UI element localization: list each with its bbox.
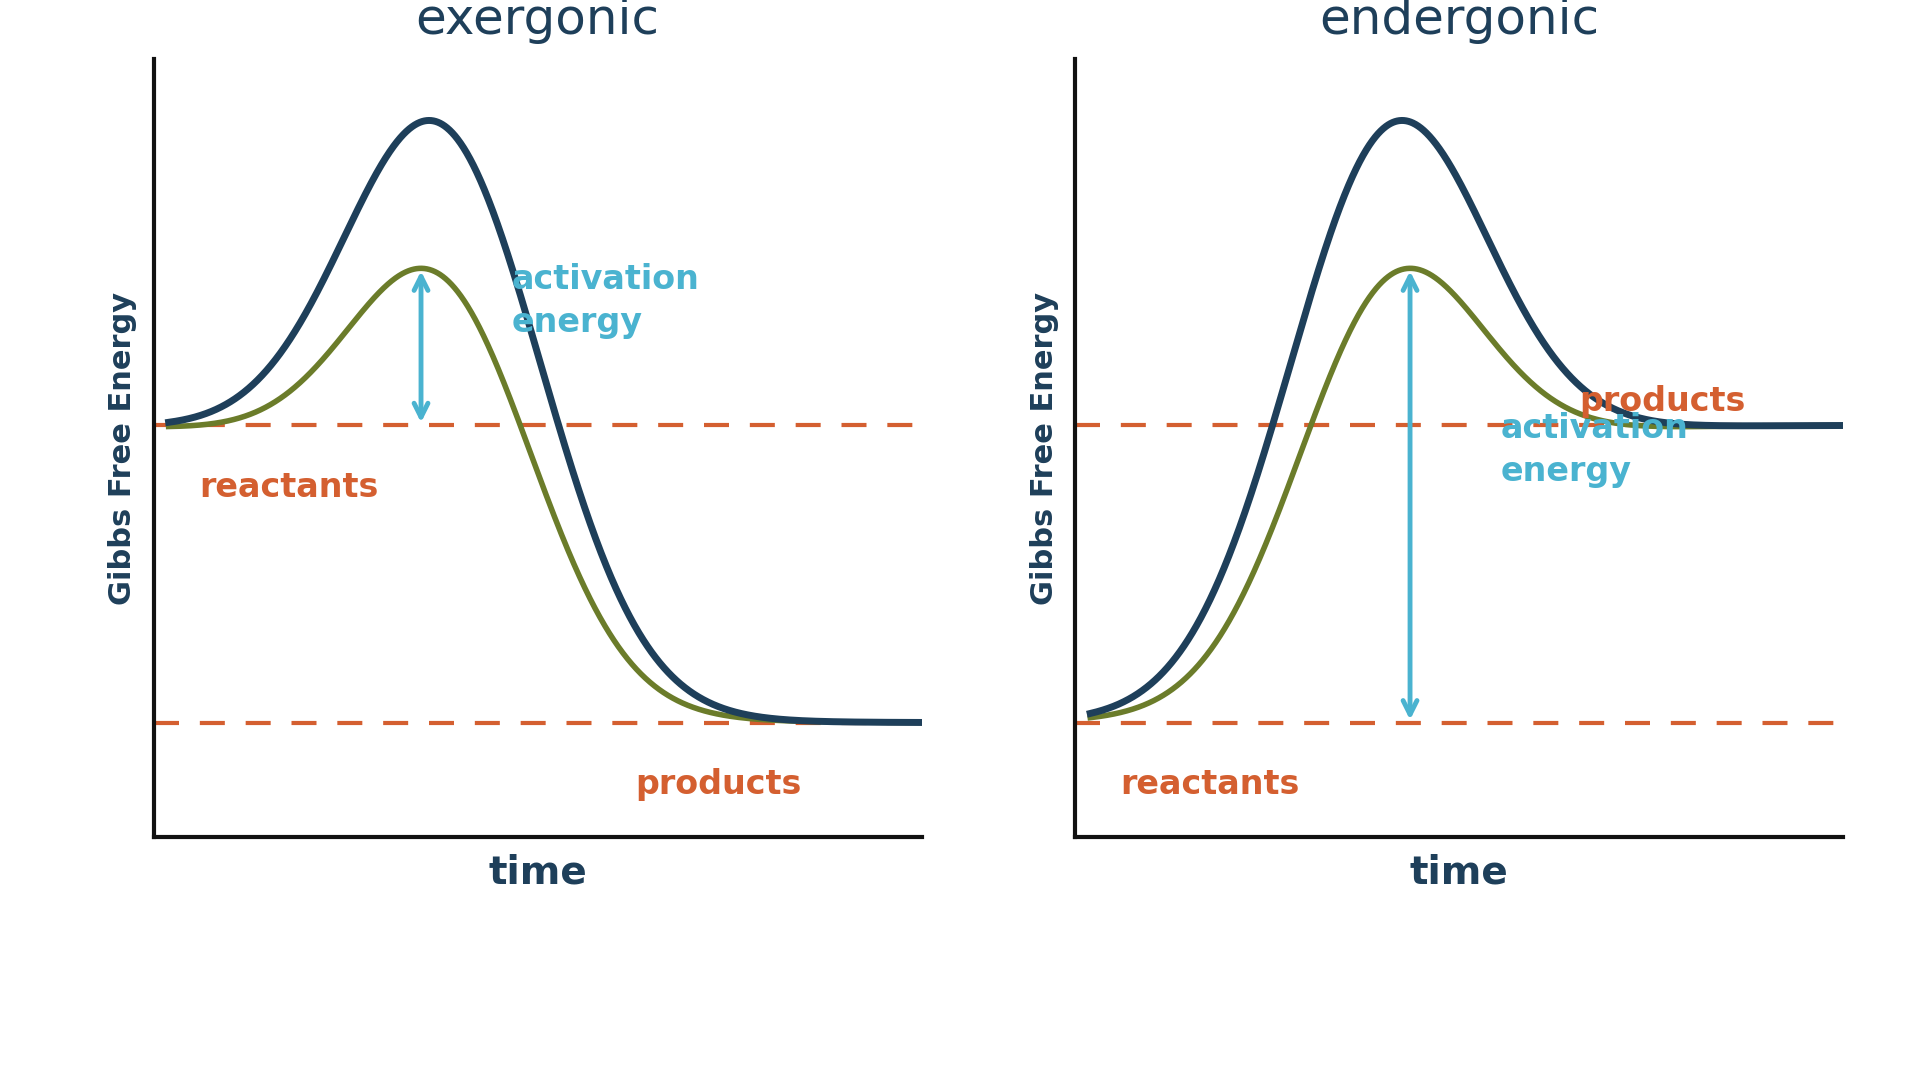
Text: reactants: reactants: [200, 471, 378, 504]
Title: exergonic: exergonic: [415, 0, 660, 44]
Text: Catalyzed Chemical Reactions: Catalyzed Chemical Reactions: [342, 946, 1578, 1025]
Y-axis label: Gibbs Free Energy: Gibbs Free Energy: [108, 292, 136, 605]
Y-axis label: Gibbs Free Energy: Gibbs Free Energy: [1029, 292, 1058, 605]
Text: activation
energy: activation energy: [511, 262, 699, 339]
Text: products: products: [636, 768, 803, 801]
X-axis label: time: time: [1409, 853, 1509, 892]
Text: reactants: reactants: [1121, 768, 1300, 801]
Text: products: products: [1580, 384, 1745, 418]
X-axis label: time: time: [488, 853, 588, 892]
Text: activation
energy: activation energy: [1500, 411, 1688, 488]
Title: endergonic: endergonic: [1319, 0, 1599, 44]
